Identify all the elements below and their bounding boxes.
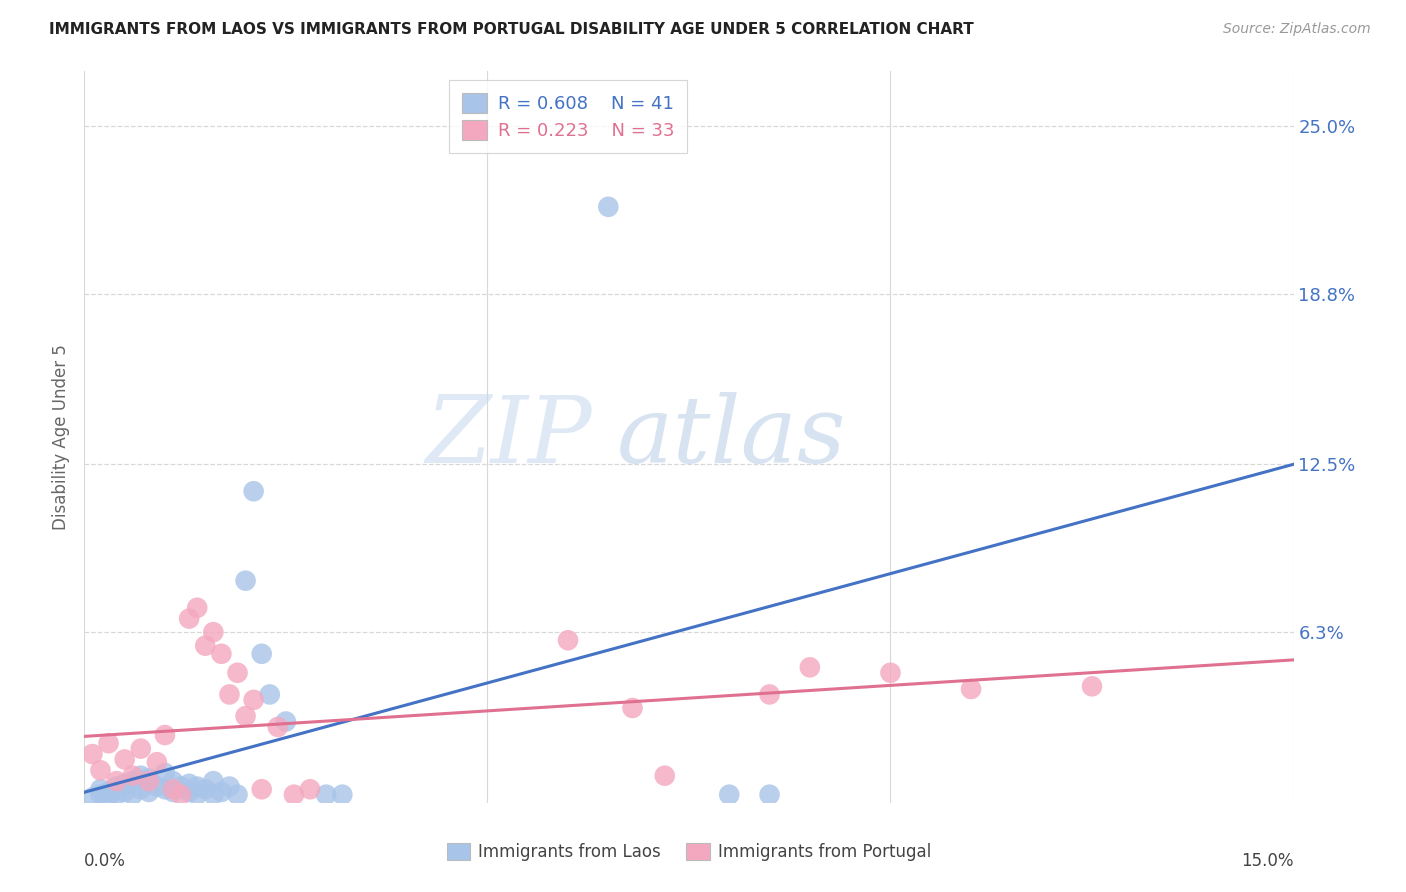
Point [557,633,579,648]
Point [179,777,201,791]
Point [330,788,353,802]
Point [242,484,264,499]
Point [621,701,644,715]
Point [186,780,208,794]
Point [242,693,264,707]
Text: ZIP: ZIP [426,392,592,482]
Point [114,777,136,791]
Point [170,780,193,794]
Point [153,728,176,742]
Point [97,785,120,799]
Legend: Immigrants from Laos, Immigrants from Portugal: Immigrants from Laos, Immigrants from Po… [440,836,938,868]
Point [718,788,741,802]
Point [299,782,322,797]
Point [162,782,184,797]
Point [89,764,111,778]
Point [799,660,821,674]
Point [114,785,136,799]
Point [138,785,160,799]
Point [129,782,152,797]
Point [97,790,120,805]
Point [105,788,128,802]
Point [267,720,290,734]
Point [209,647,232,661]
Point [202,788,225,802]
Point [146,780,169,794]
Point [654,769,676,783]
Point [226,665,249,680]
Point [89,782,111,797]
Text: Source: ZipAtlas.com: Source: ZipAtlas.com [1223,22,1371,37]
Point [235,574,257,588]
Point [186,600,208,615]
Text: 15.0%: 15.0% [1241,852,1294,870]
Point [82,790,104,805]
Point [97,736,120,750]
Point [121,774,143,789]
Point [758,688,780,702]
Point [879,665,901,680]
Point [226,788,249,802]
Point [202,625,225,640]
Text: IMMIGRANTS FROM LAOS VS IMMIGRANTS FROM PORTUGAL DISABILITY AGE UNDER 5 CORRELAT: IMMIGRANTS FROM LAOS VS IMMIGRANTS FROM … [49,22,974,37]
Point [138,774,160,789]
Point [105,780,128,794]
Point [162,774,184,789]
Point [179,611,201,625]
Point [121,788,143,802]
Point [250,647,273,661]
Point [274,714,297,729]
Point [82,747,104,761]
Point [758,788,780,802]
Point [283,788,305,802]
Point [598,200,620,214]
Point [259,688,281,702]
Point [170,788,193,802]
Point [315,788,337,802]
Point [235,709,257,723]
Point [138,772,160,786]
Point [153,782,176,797]
Point [218,688,240,702]
Y-axis label: Disability Age Under 5: Disability Age Under 5 [52,344,70,530]
Point [202,774,225,789]
Point [179,785,201,799]
Point [209,785,232,799]
Point [146,755,169,769]
Point [129,769,152,783]
Point [194,782,217,797]
Point [89,788,111,802]
Point [105,774,128,789]
Point [153,766,176,780]
Point [194,639,217,653]
Point [114,752,136,766]
Point [186,788,208,802]
Point [1081,679,1104,693]
Point [250,782,273,797]
Point [162,785,184,799]
Point [960,681,983,696]
Point [129,741,152,756]
Point [218,780,240,794]
Point [121,769,143,783]
Text: 0.0%: 0.0% [84,852,127,870]
Text: atlas: atlas [616,392,846,482]
